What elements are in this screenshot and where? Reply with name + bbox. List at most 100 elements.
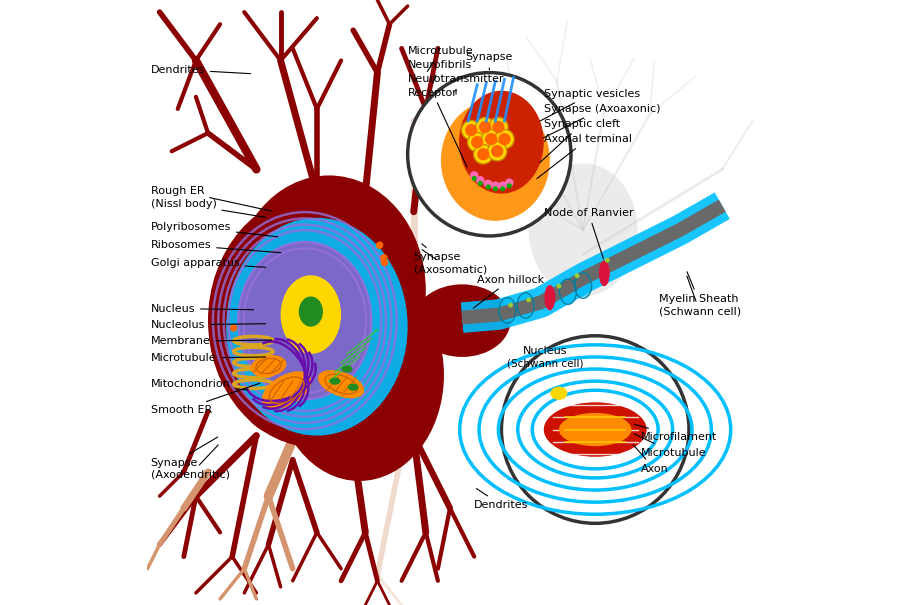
Text: (Axosomatic): (Axosomatic)	[414, 250, 487, 274]
Text: Neurotransmitter: Neurotransmitter	[408, 74, 504, 94]
Text: Synaptic vesicles: Synaptic vesicles	[540, 89, 640, 121]
Ellipse shape	[414, 284, 510, 357]
Text: Synaptic cleft: Synaptic cleft	[540, 119, 620, 163]
Ellipse shape	[559, 413, 632, 446]
Circle shape	[486, 185, 490, 189]
Ellipse shape	[281, 275, 341, 354]
Text: Polyribosomes: Polyribosomes	[150, 222, 278, 237]
Ellipse shape	[262, 371, 311, 409]
Circle shape	[493, 122, 504, 132]
Circle shape	[408, 73, 571, 236]
Circle shape	[499, 134, 510, 145]
Text: Receptor: Receptor	[408, 88, 467, 167]
Ellipse shape	[500, 299, 515, 322]
Text: (Axodendritic): (Axodendritic)	[150, 445, 230, 480]
Circle shape	[480, 122, 491, 132]
Circle shape	[473, 145, 493, 164]
Ellipse shape	[329, 378, 340, 385]
Circle shape	[484, 180, 491, 188]
Circle shape	[471, 172, 478, 179]
Ellipse shape	[561, 280, 575, 303]
Text: Microtubule: Microtubule	[150, 353, 266, 363]
Circle shape	[462, 120, 481, 140]
Circle shape	[478, 149, 489, 160]
Circle shape	[489, 117, 508, 137]
Text: Nucleus: Nucleus	[523, 346, 567, 356]
Text: Nucleus: Nucleus	[150, 304, 254, 313]
Circle shape	[465, 125, 477, 136]
Circle shape	[493, 187, 497, 191]
Text: Ribosomes: Ribosomes	[150, 240, 281, 253]
Ellipse shape	[232, 175, 426, 405]
Ellipse shape	[605, 258, 609, 263]
Circle shape	[491, 146, 502, 157]
Text: (Nissl body): (Nissl body)	[150, 199, 266, 217]
Ellipse shape	[575, 274, 590, 297]
Text: Smooth ER: Smooth ER	[150, 383, 260, 415]
Text: Dendrites: Dendrites	[474, 489, 528, 510]
Ellipse shape	[299, 296, 323, 327]
Ellipse shape	[208, 194, 426, 448]
Circle shape	[500, 187, 504, 191]
Circle shape	[230, 325, 237, 331]
Circle shape	[382, 260, 388, 266]
Ellipse shape	[574, 273, 580, 278]
Circle shape	[472, 177, 476, 180]
Ellipse shape	[226, 218, 408, 436]
Text: Microtubule: Microtubule	[634, 434, 706, 457]
Ellipse shape	[226, 266, 335, 436]
Ellipse shape	[274, 269, 444, 481]
Ellipse shape	[347, 384, 358, 391]
Circle shape	[488, 142, 507, 161]
Circle shape	[376, 242, 382, 248]
Ellipse shape	[342, 365, 353, 373]
Ellipse shape	[441, 100, 550, 221]
Circle shape	[501, 336, 689, 523]
Text: Myelin Sheath: Myelin Sheath	[659, 272, 738, 304]
Circle shape	[499, 182, 507, 189]
Text: Dendrites: Dendrites	[150, 65, 250, 74]
Ellipse shape	[459, 91, 544, 194]
Circle shape	[508, 184, 511, 188]
Ellipse shape	[556, 284, 562, 289]
Circle shape	[472, 137, 482, 148]
Ellipse shape	[544, 402, 646, 457]
Text: Axon: Axon	[634, 445, 669, 474]
Ellipse shape	[551, 387, 567, 400]
Text: Synapse: Synapse	[150, 437, 218, 468]
Text: Neurofibrils: Neurofibrils	[408, 60, 472, 83]
Text: Golgi apparatus: Golgi apparatus	[150, 258, 266, 268]
Circle shape	[506, 179, 513, 186]
Circle shape	[477, 177, 484, 184]
Circle shape	[467, 132, 487, 152]
Text: Axonal terminal: Axonal terminal	[537, 134, 632, 178]
Text: Membrane: Membrane	[150, 336, 272, 346]
Text: Nucleolus: Nucleolus	[150, 320, 266, 330]
Text: Synapse (Axoaxonic): Synapse (Axoaxonic)	[544, 104, 661, 138]
Ellipse shape	[598, 261, 609, 286]
Text: Rough ER: Rough ER	[150, 186, 272, 211]
Ellipse shape	[508, 302, 513, 307]
Text: (Schwann cell): (Schwann cell)	[659, 276, 741, 316]
Ellipse shape	[238, 242, 372, 399]
Text: Synapse: Synapse	[465, 53, 513, 70]
Ellipse shape	[518, 294, 533, 317]
Circle shape	[479, 182, 482, 185]
Text: Mitochondrion: Mitochondrion	[150, 379, 248, 390]
Text: Microtubule: Microtubule	[408, 47, 473, 71]
Ellipse shape	[526, 298, 531, 302]
Text: Microfilament: Microfilament	[634, 424, 717, 442]
Circle shape	[475, 117, 495, 137]
Circle shape	[482, 129, 500, 149]
Circle shape	[495, 129, 514, 149]
Ellipse shape	[544, 285, 555, 310]
Text: Axon hillock: Axon hillock	[473, 275, 544, 308]
Circle shape	[491, 182, 499, 189]
Circle shape	[381, 255, 387, 261]
Text: (Schwann cell): (Schwann cell)	[507, 358, 583, 368]
Text: Synapse: Synapse	[414, 244, 461, 262]
Ellipse shape	[318, 370, 364, 398]
Text: Node of Ranvier: Node of Ranvier	[544, 208, 634, 259]
Circle shape	[486, 134, 497, 145]
Ellipse shape	[250, 355, 286, 377]
